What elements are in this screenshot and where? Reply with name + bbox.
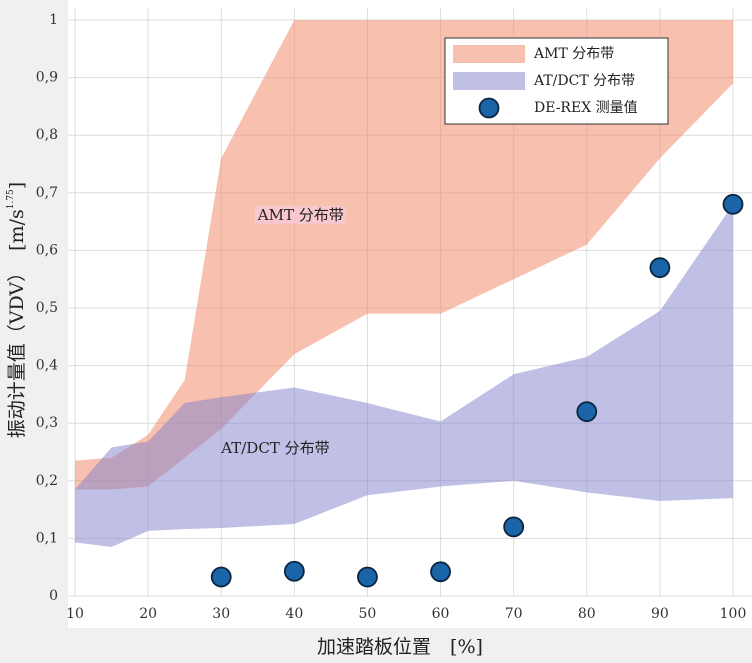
y-tick-label: 0 <box>49 588 58 604</box>
x-tick-label: 90 <box>651 606 669 622</box>
measurement-point <box>430 561 451 583</box>
band-area <box>75 20 733 490</box>
y-label-end: ] <box>6 182 28 189</box>
measurement-point <box>283 560 305 582</box>
annotation-background <box>254 205 346 224</box>
y-tick-label: 0,1 <box>36 530 58 546</box>
x-axis-label: 加速踏板位置 [%] <box>317 636 483 658</box>
legend-marker <box>478 97 500 119</box>
x-tick-label: 50 <box>359 606 377 622</box>
legend-label: AT/DCT 分布带 <box>533 73 635 89</box>
measurement-point <box>357 566 378 588</box>
y-tick-label: 0,2 <box>36 473 58 489</box>
y-tick-label: 0,4 <box>36 358 58 374</box>
x-tick-label: 40 <box>285 606 303 622</box>
y-tick-label: 0,3 <box>36 415 58 431</box>
x-tick-label: 80 <box>578 606 596 622</box>
legend-label: DE-REX 测量值 <box>534 100 638 116</box>
measurement-point <box>649 257 671 279</box>
x-tick-label: 70 <box>505 606 523 622</box>
legend-swatch <box>453 72 525 90</box>
y-tick-label: 1 <box>49 12 58 28</box>
y-tick-label: 0,7 <box>36 185 58 201</box>
x-tick-label: 60 <box>432 606 450 622</box>
annotation: AT/DCT 分布带 <box>220 439 329 457</box>
y-label-power: 1.75 <box>6 189 16 209</box>
legend-label: AMT 分布带 <box>533 46 614 62</box>
y-tick-label: 0,6 <box>36 242 58 258</box>
x-tick-label: 20 <box>139 606 157 622</box>
measurement-point <box>210 566 232 588</box>
annotation: AMT 分布带 <box>257 206 344 224</box>
measurement-point <box>503 516 525 538</box>
y-tick-label: 0,9 <box>36 70 58 86</box>
x-tick-label: 100 <box>720 606 747 622</box>
y-label-unit: [m/s <box>6 209 28 251</box>
legend: AMT 分布带 AT/DCT 分布带 DE-REX 测量值 <box>444 37 669 125</box>
y-axis-label: 振动计量值（VDV） [m/s1.75] <box>6 182 29 438</box>
y-tick-label: 0,5 <box>36 300 58 316</box>
y-label-main: 振动计量值（VDV） <box>6 263 28 438</box>
x-tick-label: 10 <box>66 606 84 622</box>
y-tick-label: 0,8 <box>36 127 58 143</box>
measurement-point <box>576 401 598 423</box>
x-tick-label: 30 <box>212 606 230 622</box>
measurement-point <box>722 193 744 215</box>
band-area <box>75 204 733 548</box>
legend-swatch <box>453 45 525 63</box>
